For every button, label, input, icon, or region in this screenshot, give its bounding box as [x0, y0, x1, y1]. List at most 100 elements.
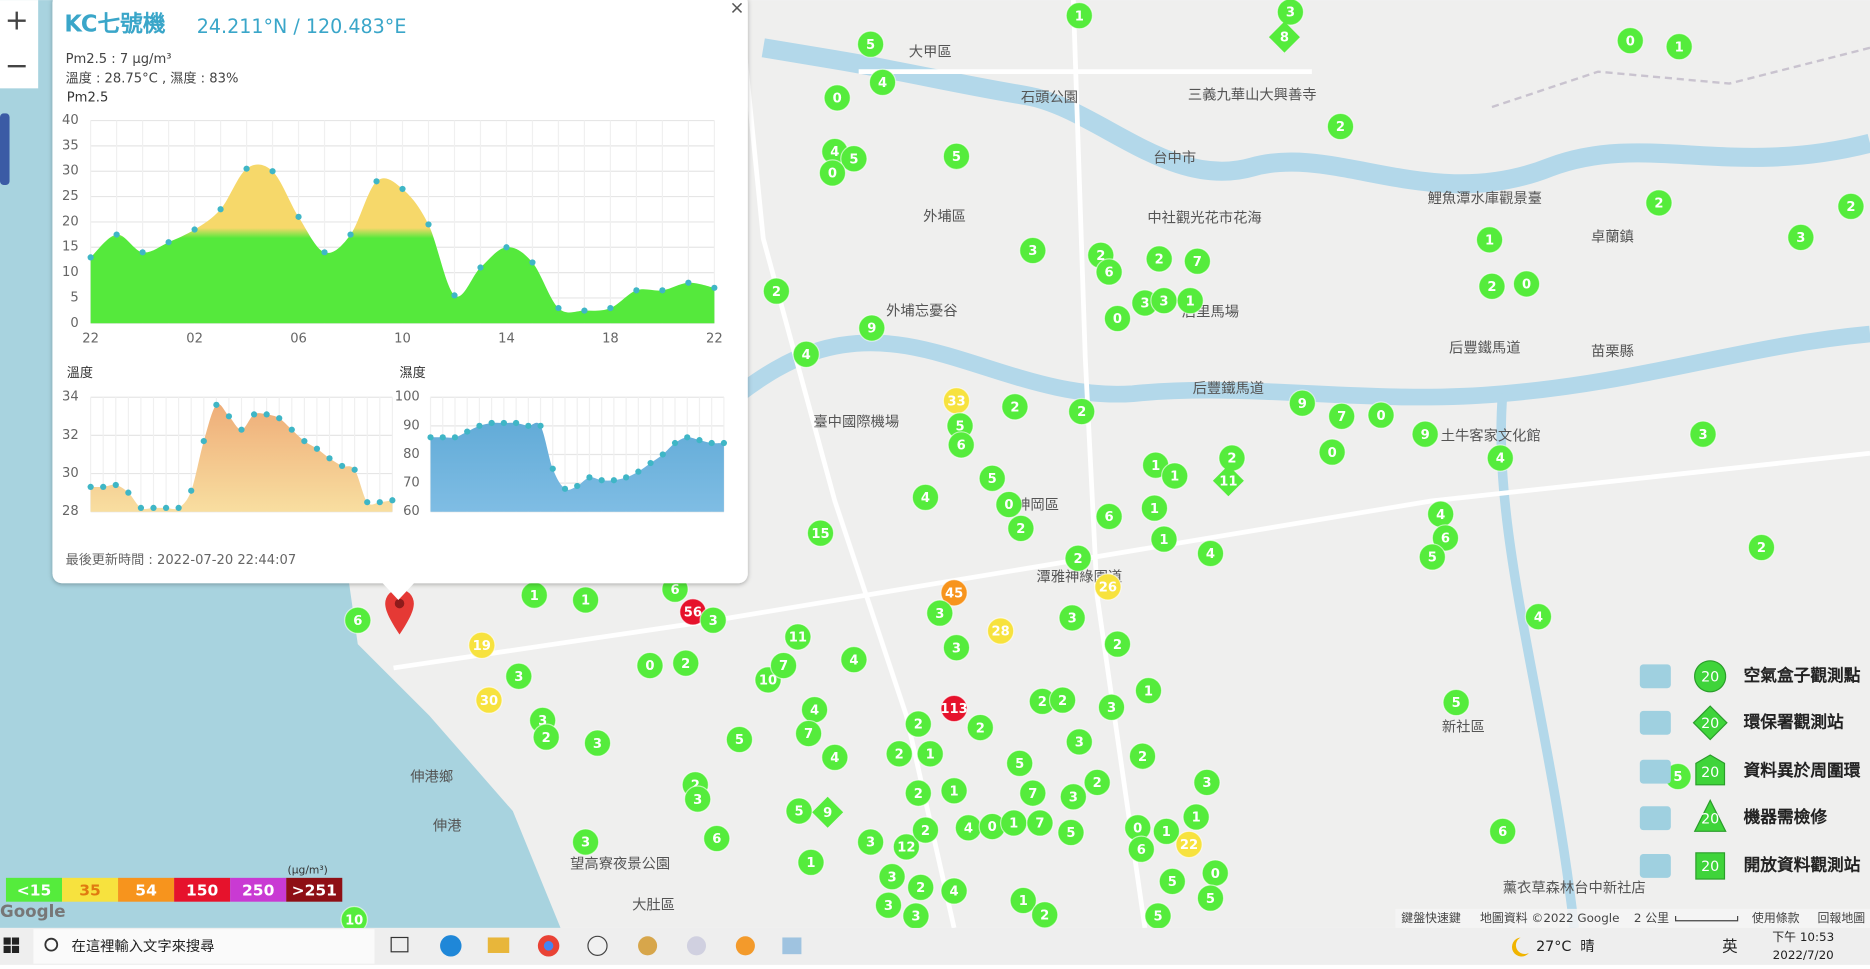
- station-marker[interactable]: 1: [1665, 32, 1693, 61]
- app-icon[interactable]: [686, 936, 707, 956]
- edge-icon[interactable]: [440, 935, 462, 957]
- station-marker[interactable]: 2: [1103, 630, 1132, 658]
- station-marker[interactable]: 5: [1144, 902, 1172, 930]
- station-marker[interactable]: 4: [840, 645, 868, 674]
- location-pin[interactable]: [385, 589, 414, 635]
- station-marker[interactable]: 3: [505, 662, 533, 691]
- station-marker[interactable]: 3: [902, 902, 930, 930]
- station-marker[interactable]: 4: [954, 814, 983, 842]
- app-icon[interactable]: [587, 935, 608, 956]
- epa-marker[interactable]: 9: [812, 796, 844, 828]
- station-marker[interactable]: 4: [1426, 500, 1455, 528]
- station-marker[interactable]: 3: [1689, 420, 1717, 448]
- station-marker[interactable]: 15: [806, 519, 835, 547]
- station-marker[interactable]: 5: [725, 725, 754, 754]
- station-marker[interactable]: 1: [1152, 817, 1181, 846]
- station-marker[interactable]: 5: [1158, 867, 1187, 896]
- station-marker[interactable]: 3: [942, 633, 971, 662]
- station-marker[interactable]: 0: [823, 84, 851, 112]
- station-marker[interactable]: 6: [1095, 502, 1123, 531]
- station-marker[interactable]: 1: [1182, 803, 1210, 831]
- explorer-icon[interactable]: [487, 937, 510, 953]
- station-marker[interactable]: 1: [1009, 886, 1037, 915]
- station-marker[interactable]: 45: [940, 579, 968, 607]
- station-marker[interactable]: 1: [999, 809, 1028, 837]
- station-marker[interactable]: 3: [874, 891, 903, 919]
- station-marker[interactable]: 26: [1094, 573, 1122, 601]
- station-marker[interactable]: 6: [703, 824, 731, 853]
- station-marker[interactable]: 4: [911, 483, 940, 512]
- station-marker[interactable]: 2: [532, 723, 560, 751]
- app-icon[interactable]: [638, 936, 658, 956]
- station-marker[interactable]: 12: [892, 833, 921, 861]
- station-marker[interactable]: 5: [978, 464, 1006, 493]
- terms[interactable]: 使用條款: [1752, 911, 1800, 925]
- zoom-in[interactable]: +: [5, 3, 29, 37]
- station-marker[interactable]: 4: [792, 340, 820, 369]
- app-icon[interactable]: [782, 937, 802, 955]
- station-marker[interactable]: 3: [1019, 236, 1047, 265]
- station-marker[interactable]: 0: [818, 159, 847, 187]
- station-marker[interactable]: 0: [1103, 304, 1132, 333]
- station-marker[interactable]: 9: [858, 314, 886, 342]
- station-marker[interactable]: 56: [679, 598, 707, 626]
- station-marker[interactable]: 1: [571, 586, 600, 614]
- station-marker[interactable]: 9: [1288, 389, 1317, 417]
- station-marker[interactable]: 2: [1048, 686, 1077, 714]
- station-marker[interactable]: 4: [868, 68, 897, 97]
- station-marker[interactable]: 1: [1065, 1, 1094, 30]
- station-marker[interactable]: 2: [911, 816, 940, 844]
- station-marker[interactable]: 33: [942, 387, 971, 415]
- station-marker[interactable]: 2: [1031, 901, 1059, 929]
- station-marker[interactable]: 4: [800, 695, 829, 724]
- station-marker[interactable]: 5: [1196, 884, 1225, 912]
- station-marker[interactable]: 1: [1134, 676, 1163, 705]
- station-marker[interactable]: 5: [785, 797, 813, 825]
- station-marker[interactable]: 2: [1064, 544, 1092, 572]
- station-marker[interactable]: 6: [1095, 258, 1123, 286]
- station-marker[interactable]: 0: [995, 490, 1023, 519]
- station-marker[interactable]: 1: [797, 848, 825, 877]
- station-marker[interactable]: 2: [1837, 192, 1865, 221]
- station-marker[interactable]: 1: [1140, 494, 1169, 522]
- station-marker[interactable]: 7: [794, 719, 823, 748]
- station-marker[interactable]: 1: [520, 581, 549, 609]
- station-marker[interactable]: 2: [1067, 397, 1096, 426]
- station-marker[interactable]: 1: [916, 740, 944, 768]
- station-marker[interactable]: 2: [1083, 768, 1111, 797]
- station-marker[interactable]: 3: [1276, 0, 1305, 26]
- station-marker[interactable]: 113: [940, 694, 968, 723]
- station-marker[interactable]: 2: [885, 740, 913, 768]
- station-marker[interactable]: 19: [468, 631, 496, 660]
- station-marker[interactable]: 4: [1486, 444, 1515, 472]
- station-marker[interactable]: 2: [1145, 245, 1173, 273]
- station-marker[interactable]: 7: [1026, 809, 1054, 837]
- station-marker[interactable]: 1: [940, 777, 968, 805]
- station-marker[interactable]: 4: [821, 743, 849, 772]
- station-marker[interactable]: 7: [769, 651, 798, 680]
- station-marker[interactable]: 1: [1475, 226, 1504, 254]
- station-marker[interactable]: 2: [1645, 189, 1673, 217]
- station-marker[interactable]: 7: [1183, 247, 1212, 275]
- station-marker[interactable]: 0: [636, 651, 664, 680]
- station-marker[interactable]: 2: [904, 710, 933, 738]
- station-marker[interactable]: 3: [878, 862, 906, 891]
- epa-marker[interactable]: 11: [1212, 465, 1244, 497]
- station-marker[interactable]: 5: [1005, 749, 1034, 778]
- station-marker[interactable]: 3: [1058, 604, 1086, 632]
- station-marker[interactable]: 2: [904, 779, 933, 807]
- ime[interactable]: 英: [1722, 938, 1738, 956]
- station-marker[interactable]: 3: [683, 785, 712, 813]
- station-marker[interactable]: 3: [699, 606, 727, 634]
- station-marker[interactable]: 6: [1488, 817, 1517, 846]
- station-marker[interactable]: 3: [1193, 768, 1221, 797]
- start-button[interactable]: [3, 937, 20, 953]
- station-marker[interactable]: 22: [1175, 830, 1203, 859]
- station-marker[interactable]: 2: [1747, 533, 1776, 562]
- station-marker[interactable]: 2: [966, 713, 995, 742]
- station-marker[interactable]: 5: [856, 30, 885, 58]
- station-marker[interactable]: 0: [1201, 859, 1229, 887]
- clock-time[interactable]: 下午 10:53: [1772, 930, 1834, 944]
- station-marker[interactable]: 3: [571, 828, 600, 856]
- station-marker[interactable]: 3: [1065, 728, 1094, 756]
